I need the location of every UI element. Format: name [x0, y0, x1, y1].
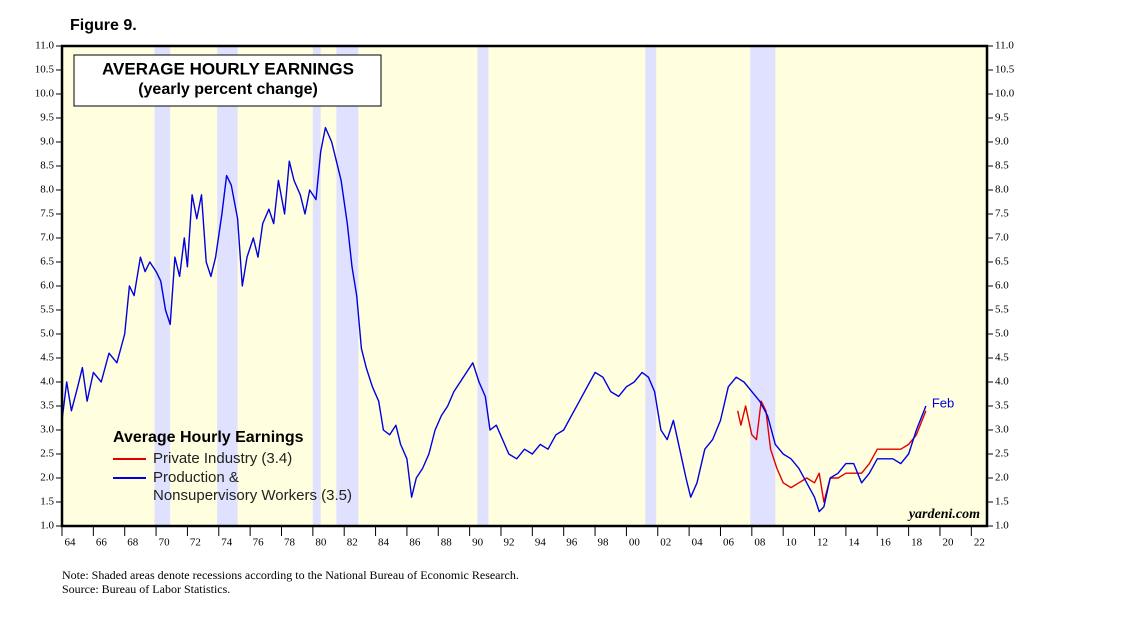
- x-tick-label: 82: [347, 537, 358, 549]
- x-tick-label: 08: [754, 537, 766, 549]
- y2-tick-label: 5.5: [995, 304, 1009, 316]
- legend-label: Private Industry (3.4): [153, 450, 292, 467]
- x-tick-label: 96: [566, 537, 578, 549]
- series-line: [737, 400, 927, 503]
- y2-tick-label: 3.0: [995, 424, 1009, 436]
- y2-tick-label: 2.5: [995, 448, 1009, 460]
- figure-label: Figure 9.: [70, 17, 137, 34]
- y2-tick-label: 9.0: [995, 136, 1009, 148]
- x-tick-label: 02: [660, 537, 671, 549]
- y-tick-label: 6.0: [40, 280, 54, 292]
- x-tick-label: 88: [441, 537, 453, 549]
- x-tick-label: 14: [848, 537, 860, 549]
- x-tick-label: 98: [598, 537, 610, 549]
- y2-tick-label: 10.5: [995, 64, 1015, 76]
- recession-band: [154, 46, 171, 526]
- x-tick-label: 80: [315, 537, 327, 549]
- x-tick-label: 76: [253, 537, 265, 549]
- y-tick-label: 1.0: [40, 520, 54, 532]
- y2-tick-label: 1.5: [995, 496, 1009, 508]
- annotation: Feb: [932, 395, 954, 410]
- legend-label: Production & Nonsupervisory Workers (3.5): [153, 469, 352, 504]
- x-tick-label: 66: [96, 537, 108, 549]
- recession-band: [336, 46, 359, 526]
- x-tick-label: 04: [692, 537, 704, 549]
- plot-background: [62, 46, 987, 526]
- y-tick-label: 3.0: [40, 424, 54, 436]
- x-tick-label: 72: [190, 537, 201, 549]
- y-tick-label: 1.5: [40, 496, 54, 508]
- y-tick-label: 4.0: [40, 376, 54, 388]
- note: Note: Shaded areas denote recessions acc…: [62, 568, 519, 582]
- y2-tick-label: 9.5: [995, 112, 1009, 124]
- y-tick-label: 2.0: [40, 472, 54, 484]
- y2-tick-label: 2.0: [995, 472, 1009, 484]
- legend-label-line: Production &: [153, 469, 239, 486]
- y2-tick-label: 5.0: [995, 328, 1009, 340]
- x-tick-label: 78: [284, 537, 296, 549]
- y2-tick-label: 7.0: [995, 232, 1009, 244]
- y2-tick-label: 7.5: [995, 208, 1009, 220]
- y2-tick-label: 4.0: [995, 376, 1009, 388]
- series-line: [61, 126, 927, 513]
- legend-label-line: Nonsupervisory Workers (3.5): [153, 487, 352, 504]
- legend-title: Average Hourly Earnings: [113, 429, 304, 446]
- legend-label-line: Private Industry (3.4): [153, 450, 292, 467]
- x-tick-label: 20: [942, 537, 954, 549]
- x-tick-label: 18: [911, 537, 923, 549]
- title-box: [73, 54, 382, 107]
- x-tick-label: 86: [409, 537, 421, 549]
- chart-subtitle: (yearly percent change): [138, 81, 318, 98]
- x-tick-label: 84: [378, 537, 390, 549]
- recession-band: [477, 46, 489, 526]
- y2-tick-label: 1.0: [995, 520, 1009, 532]
- recession-band: [312, 46, 321, 526]
- y2-tick-label: 8.5: [995, 160, 1009, 172]
- recession-band: [750, 46, 776, 526]
- x-tick-label: 92: [503, 537, 514, 549]
- x-tick-label: 12: [817, 537, 828, 549]
- note: Source: Bureau of Labor Statistics.: [62, 582, 230, 596]
- y-tick-label: 2.5: [40, 448, 54, 460]
- y-tick-label: 11.0: [35, 40, 54, 52]
- y2-tick-label: 3.5: [995, 400, 1009, 412]
- watermark: yardeni.com: [907, 507, 980, 522]
- x-tick-label: 22: [974, 537, 985, 549]
- y2-tick-label: 6.0: [995, 280, 1009, 292]
- recession-band: [217, 46, 238, 526]
- y2-tick-label: 8.0: [995, 184, 1009, 196]
- y-tick-label: 9.0: [40, 136, 54, 148]
- x-tick-label: 94: [535, 537, 547, 549]
- y-tick-label: 10.0: [35, 88, 55, 100]
- y2-tick-label: 4.5: [995, 352, 1009, 364]
- x-tick-label: 64: [65, 537, 77, 549]
- x-tick-label: 16: [880, 537, 892, 549]
- chart-title: AVERAGE HOURLY EARNINGS: [102, 59, 354, 78]
- plot-frame: [60, 44, 989, 528]
- y-tick-label: 7.0: [40, 232, 54, 244]
- y-tick-label: 5.5: [40, 304, 54, 316]
- y-tick-label: 10.5: [35, 64, 55, 76]
- y-tick-label: 8.5: [40, 160, 54, 172]
- y-tick-label: 6.5: [40, 256, 54, 268]
- y-tick-label: 3.5: [40, 400, 54, 412]
- y-tick-label: 5.0: [40, 328, 54, 340]
- x-tick-label: 06: [723, 537, 735, 549]
- y2-tick-label: 10.0: [995, 88, 1015, 100]
- y2-tick-label: 11.0: [995, 40, 1014, 52]
- x-tick-label: 90: [472, 537, 484, 549]
- y-tick-label: 8.0: [40, 184, 54, 196]
- y-tick-label: 9.5: [40, 112, 54, 124]
- x-tick-label: 00: [629, 537, 641, 549]
- recession-band: [645, 46, 657, 526]
- y2-tick-label: 6.5: [995, 256, 1009, 268]
- x-tick-label: 70: [159, 537, 171, 549]
- y-tick-label: 7.5: [40, 208, 54, 220]
- y-tick-label: 4.5: [40, 352, 54, 364]
- x-tick-label: 68: [127, 537, 139, 549]
- x-tick-label: 74: [221, 537, 233, 549]
- x-tick-label: 10: [786, 537, 798, 549]
